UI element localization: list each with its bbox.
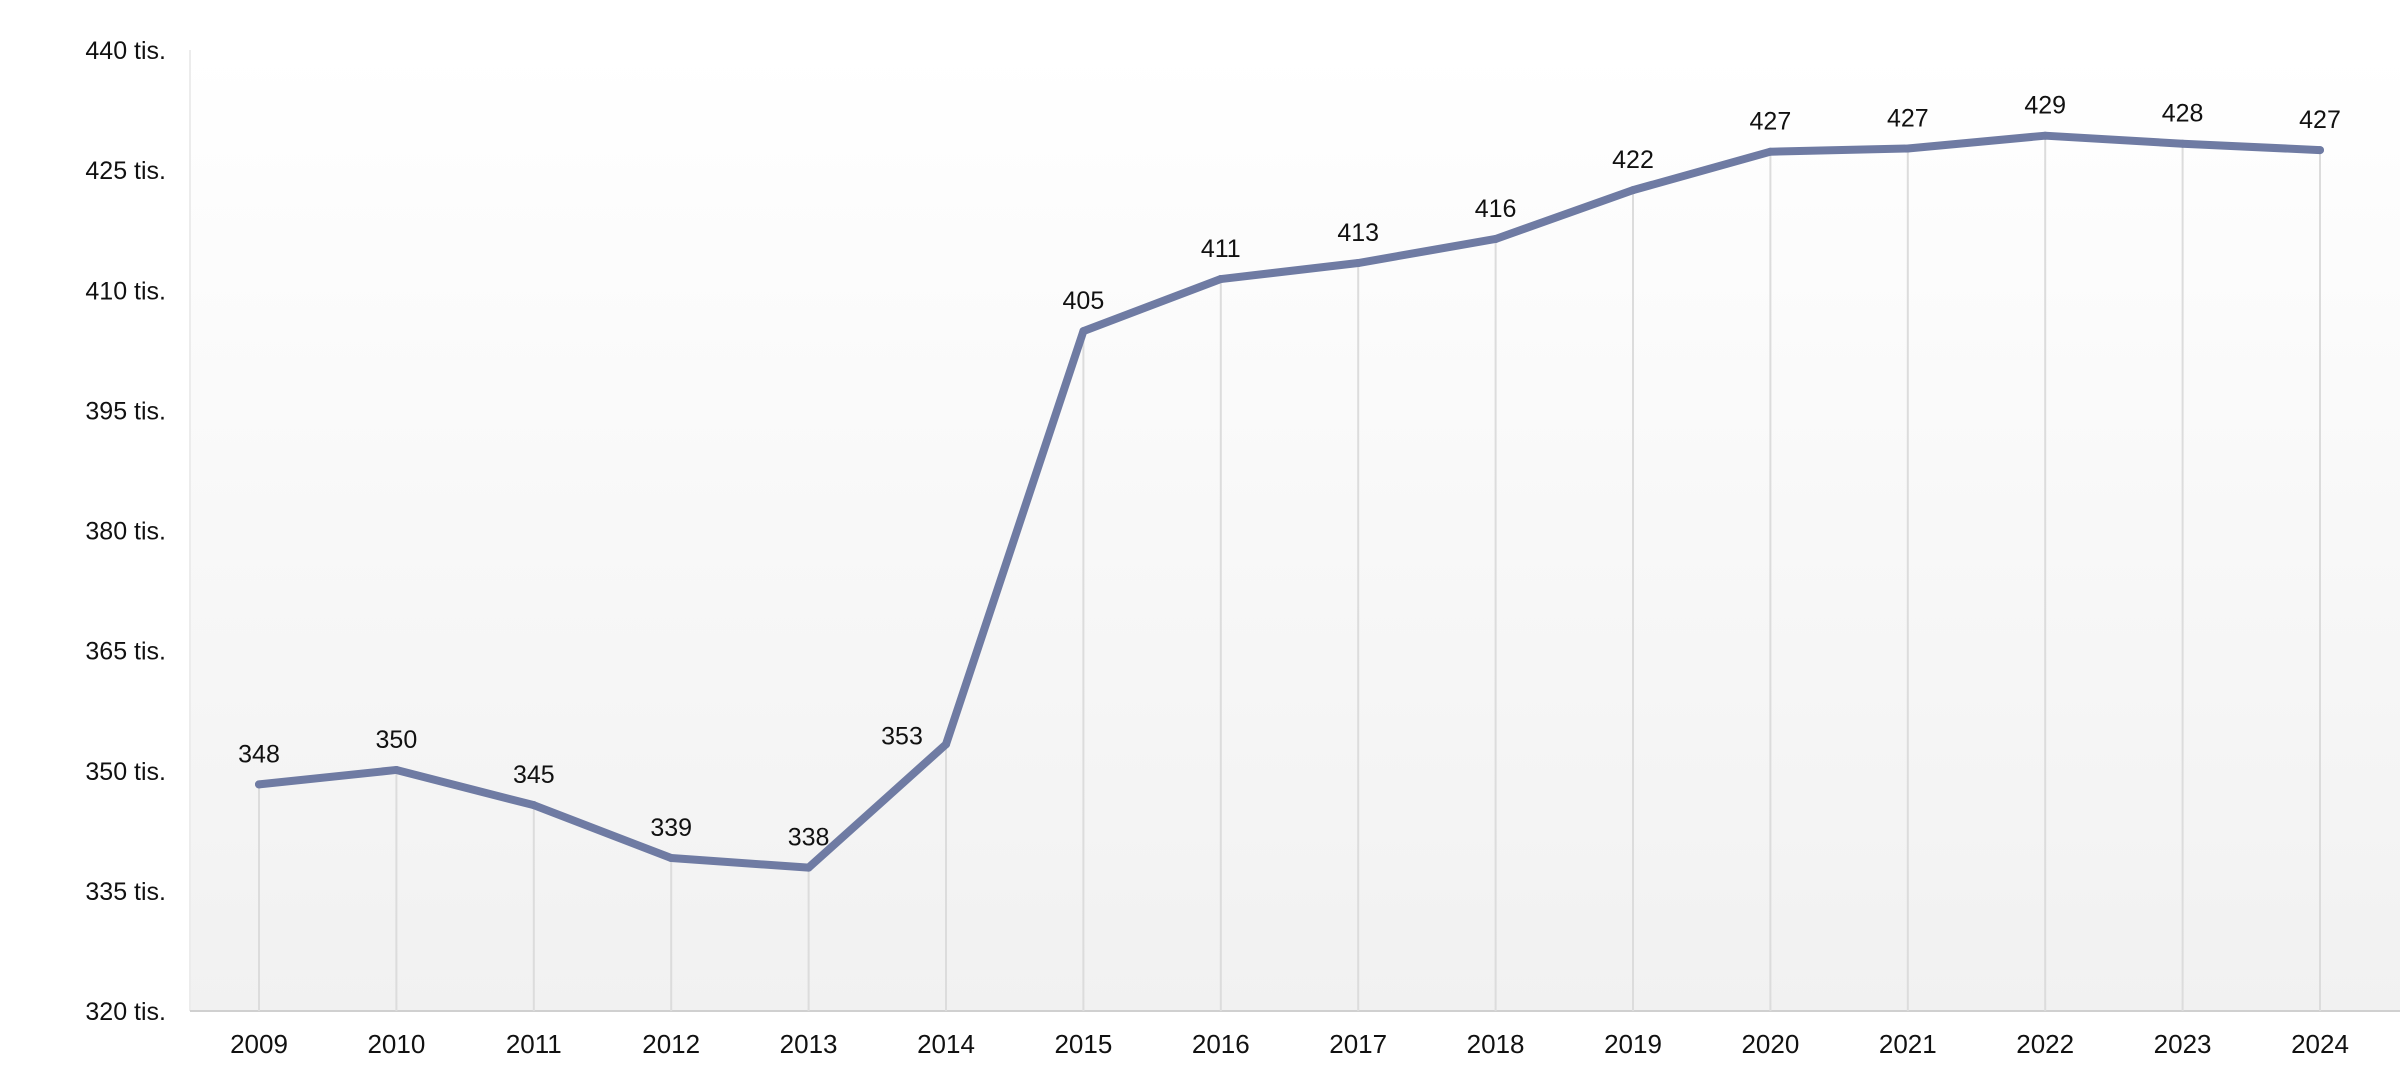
x-tick-label: 2016 bbox=[1192, 1029, 1250, 1059]
data-label: 350 bbox=[376, 726, 418, 754]
x-tick-label: 2012 bbox=[642, 1029, 700, 1059]
x-tick-label: 2015 bbox=[1054, 1029, 1112, 1059]
series-line bbox=[255, 131, 2324, 872]
x-tick-label: 2011 bbox=[506, 1029, 562, 1059]
data-point bbox=[529, 801, 538, 810]
x-tick-label: 2019 bbox=[1604, 1029, 1662, 1059]
x-tick-label: 2024 bbox=[2291, 1029, 2349, 1059]
data-point bbox=[1216, 275, 1225, 284]
y-tick-label: 440 tis. bbox=[85, 37, 166, 65]
x-tick-label: 2021 bbox=[1879, 1029, 1937, 1059]
data-point bbox=[1354, 259, 1363, 268]
data-point bbox=[1766, 147, 1775, 156]
x-tick-label: 2017 bbox=[1329, 1029, 1387, 1059]
x-tick-label: 2020 bbox=[1741, 1029, 1799, 1059]
data-point bbox=[1491, 234, 1500, 243]
y-tick-label: 335 tis. bbox=[85, 878, 166, 906]
x-tick-label: 2023 bbox=[2154, 1029, 2212, 1059]
x-tick-label: 2014 bbox=[917, 1029, 975, 1059]
data-point bbox=[2178, 139, 2187, 148]
y-tick-label: 380 tis. bbox=[85, 518, 166, 546]
data-label: 411 bbox=[1201, 235, 1241, 263]
gridlines bbox=[258, 135, 2321, 1011]
data-label: 416 bbox=[1475, 195, 1517, 223]
data-label: 428 bbox=[2162, 100, 2204, 128]
data-label: 353 bbox=[881, 722, 923, 750]
data-label: 429 bbox=[2024, 92, 2066, 120]
data-point bbox=[2316, 146, 2324, 155]
data-label: 427 bbox=[2299, 106, 2341, 134]
x-tick-label: 2010 bbox=[367, 1029, 425, 1059]
y-tick-label: 320 tis. bbox=[85, 998, 166, 1026]
x-tick-label: 2018 bbox=[1467, 1029, 1525, 1059]
data-point bbox=[2041, 131, 2050, 140]
data-point bbox=[392, 765, 401, 774]
data-label: 338 bbox=[788, 824, 830, 852]
plot-background bbox=[190, 50, 2400, 1011]
y-axis-ticks: 320 tis. 335 tis. 350 tis. 365 tis. 380 tis.… bbox=[85, 37, 166, 1026]
data-point bbox=[942, 740, 950, 749]
y-tick-label: 410 tis. bbox=[85, 277, 166, 305]
data-label: 405 bbox=[1063, 287, 1105, 315]
data-label: 339 bbox=[650, 814, 692, 842]
y-tick-label: 350 tis. bbox=[85, 758, 166, 786]
data-label: 348 bbox=[238, 740, 280, 768]
data-label: 427 bbox=[1750, 108, 1792, 136]
data-label: 427 bbox=[1887, 105, 1929, 133]
y-tick-label: 425 tis. bbox=[85, 157, 166, 185]
x-tick-label: 2013 bbox=[780, 1029, 838, 1059]
data-point bbox=[804, 863, 813, 872]
x-tick-label: 2022 bbox=[2016, 1029, 2074, 1059]
data-point bbox=[667, 854, 676, 863]
y-tick-label: 395 tis. bbox=[85, 397, 166, 425]
data-point bbox=[1903, 144, 1912, 153]
data-label: 422 bbox=[1612, 146, 1654, 174]
y-tick-label: 365 tis. bbox=[85, 638, 166, 666]
data-label: 413 bbox=[1337, 219, 1379, 247]
x-axis-ticks: 2009 2010 2011 2012 2013 2014 2015 2016 2017 2018… bbox=[230, 1029, 2349, 1059]
x-tick-label: 2009 bbox=[230, 1029, 288, 1059]
data-point bbox=[255, 780, 263, 789]
data-label: 345 bbox=[513, 761, 555, 789]
data-labels: 348 350 345 339 338 353 405 411 413 416 422 427 427 4… bbox=[238, 92, 2341, 852]
data-points bbox=[255, 131, 2324, 872]
data-point bbox=[1629, 186, 1637, 195]
data-point bbox=[1079, 327, 1088, 336]
